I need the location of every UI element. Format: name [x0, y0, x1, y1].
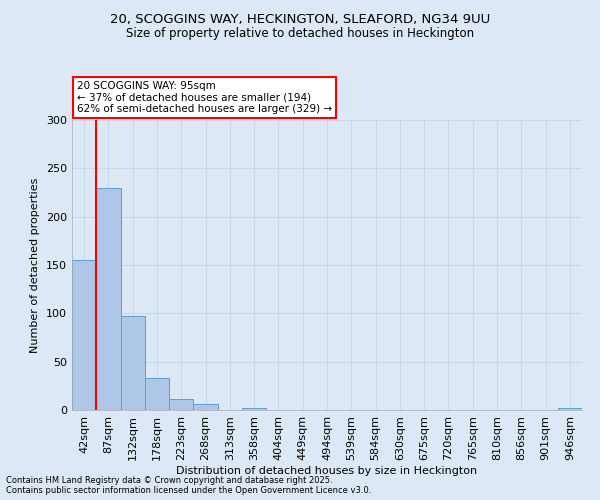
Text: 20 SCOGGINS WAY: 95sqm
← 37% of detached houses are smaller (194)
62% of semi-de: 20 SCOGGINS WAY: 95sqm ← 37% of detached… — [77, 81, 332, 114]
Text: Size of property relative to detached houses in Heckington: Size of property relative to detached ho… — [126, 28, 474, 40]
Bar — [193, 404, 218, 410]
Bar — [242, 408, 266, 410]
Text: Contains HM Land Registry data © Crown copyright and database right 2025.: Contains HM Land Registry data © Crown c… — [6, 476, 332, 485]
Text: Contains public sector information licensed under the Open Government Licence v3: Contains public sector information licen… — [6, 486, 371, 495]
Bar — [145, 378, 169, 410]
Bar — [72, 260, 96, 410]
Bar — [96, 188, 121, 410]
X-axis label: Distribution of detached houses by size in Heckington: Distribution of detached houses by size … — [176, 466, 478, 475]
Bar — [121, 316, 145, 410]
Bar — [169, 400, 193, 410]
Bar — [558, 408, 582, 410]
Text: 20, SCOGGINS WAY, HECKINGTON, SLEAFORD, NG34 9UU: 20, SCOGGINS WAY, HECKINGTON, SLEAFORD, … — [110, 12, 490, 26]
Y-axis label: Number of detached properties: Number of detached properties — [31, 178, 40, 352]
